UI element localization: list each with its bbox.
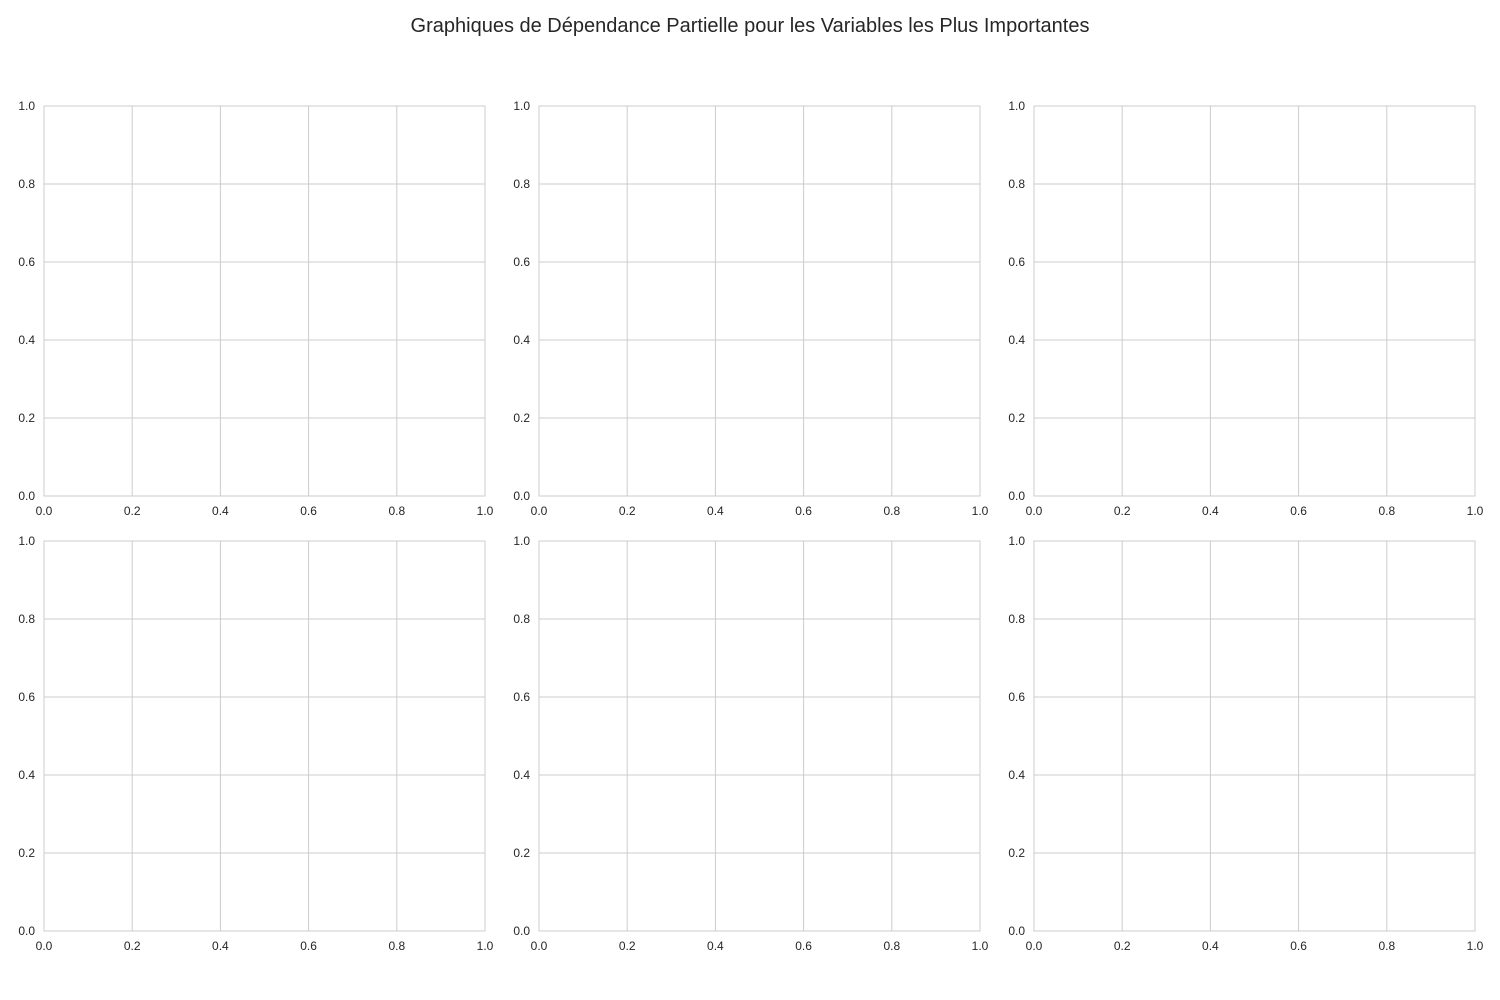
x-tick-label: 0.0 xyxy=(531,939,548,953)
y-tick-label: 0.2 xyxy=(18,411,35,425)
x-tick-label: 0.8 xyxy=(883,939,900,953)
subplot-4: 0.0 0.2 0.4 0.6 0.8 1.0 0.0 0.2 0.4 0.6 0.8 1.0 xyxy=(18,534,493,953)
x-tick-label: 0.2 xyxy=(1114,939,1131,953)
x-tick-label: 0.8 xyxy=(883,504,900,518)
subplot-1: 0.0 0.2 0.4 0.6 0.8 1.0 0.0 0.2 0.4 0.6 0.8 1.0 xyxy=(18,99,493,518)
y-tick-label: 1.0 xyxy=(513,99,530,113)
x-tick-label: 1.0 xyxy=(972,939,989,953)
y-tick-label: 0.6 xyxy=(1008,255,1025,269)
y-tick-label: 1.0 xyxy=(18,534,35,548)
y-tick-label: 0.6 xyxy=(18,255,35,269)
y-tick-label: 0.2 xyxy=(513,411,530,425)
y-tick-label: 0.8 xyxy=(513,612,530,626)
plot-area xyxy=(1034,541,1475,931)
axes-frame xyxy=(43,105,486,497)
subplot-5: 0.0 0.2 0.4 0.6 0.8 1.0 0.0 0.2 0.4 0.6 0.8 1.0 xyxy=(513,534,988,953)
x-tick-label: 0.2 xyxy=(1114,504,1131,518)
x-tick-label: 0.4 xyxy=(212,939,229,953)
y-tick-label: 0.2 xyxy=(18,846,35,860)
x-tick-label: 0.6 xyxy=(300,939,317,953)
x-tick-label: 0.0 xyxy=(1026,504,1043,518)
y-tick-label: 0.2 xyxy=(1008,411,1025,425)
x-tick-label: 0.8 xyxy=(388,504,405,518)
y-tick-label: 0.8 xyxy=(18,177,35,191)
x-tick-label: 0.4 xyxy=(212,504,229,518)
subplot-6: 0.0 0.2 0.4 0.6 0.8 1.0 0.0 0.2 0.4 0.6 0.8 1.0 xyxy=(1008,534,1483,953)
x-tick-label: 0.2 xyxy=(124,939,141,953)
y-tick-label: 0.2 xyxy=(513,846,530,860)
y-tick-label: 0.8 xyxy=(513,177,530,191)
y-tick-label: 1.0 xyxy=(513,534,530,548)
x-tick-label: 1.0 xyxy=(972,504,989,518)
y-tick-label: 0.0 xyxy=(18,489,35,503)
axes-frame xyxy=(1033,540,1476,932)
subplot-3: 0.0 0.2 0.4 0.6 0.8 1.0 0.0 0.2 0.4 0.6 0.8 1.0 xyxy=(1008,99,1483,518)
x-tick-label: 1.0 xyxy=(477,504,494,518)
plot-area xyxy=(44,541,485,931)
x-tick-label: 0.2 xyxy=(124,504,141,518)
axes-frame xyxy=(538,105,981,497)
x-tick-label: 0.6 xyxy=(300,504,317,518)
y-tick-label: 0.8 xyxy=(18,612,35,626)
x-tick-label: 0.6 xyxy=(795,504,812,518)
plot-area xyxy=(539,106,980,496)
x-tick-label: 0.4 xyxy=(707,504,724,518)
y-tick-label: 0.4 xyxy=(513,333,530,347)
x-tick-label: 0.6 xyxy=(795,939,812,953)
y-tick-label: 0.8 xyxy=(1008,177,1025,191)
x-tick-label: 1.0 xyxy=(1467,939,1484,953)
axes-frame xyxy=(1033,105,1476,497)
plot-area xyxy=(539,541,980,931)
x-tick-label: 0.4 xyxy=(1202,504,1219,518)
y-tick-label: 1.0 xyxy=(1008,99,1025,113)
x-tick-label: 0.0 xyxy=(1026,939,1043,953)
y-tick-label: 0.6 xyxy=(513,690,530,704)
y-tick-label: 0.0 xyxy=(1008,489,1025,503)
subplot-2: 0.0 0.2 0.4 0.6 0.8 1.0 0.0 0.2 0.4 0.6 0.8 1.0 xyxy=(513,99,988,518)
y-tick-label: 0.2 xyxy=(1008,846,1025,860)
x-tick-label: 0.0 xyxy=(36,504,53,518)
axes-frame xyxy=(43,540,486,932)
x-tick-label: 0.8 xyxy=(1378,939,1395,953)
y-tick-label: 0.6 xyxy=(18,690,35,704)
y-tick-label: 0.8 xyxy=(1008,612,1025,626)
plot-area xyxy=(1034,106,1475,496)
y-tick-label: 0.4 xyxy=(1008,333,1025,347)
x-tick-label: 1.0 xyxy=(1467,504,1484,518)
x-tick-label: 0.2 xyxy=(619,939,636,953)
x-tick-label: 0.6 xyxy=(1290,504,1307,518)
x-tick-label: 0.4 xyxy=(1202,939,1219,953)
y-tick-label: 0.4 xyxy=(513,768,530,782)
y-tick-label: 0.4 xyxy=(1008,768,1025,782)
x-tick-label: 0.6 xyxy=(1290,939,1307,953)
y-tick-label: 0.0 xyxy=(18,924,35,938)
plot-area xyxy=(44,106,485,496)
x-tick-label: 1.0 xyxy=(477,939,494,953)
x-tick-label: 0.0 xyxy=(531,504,548,518)
y-tick-label: 0.6 xyxy=(513,255,530,269)
y-tick-label: 1.0 xyxy=(18,99,35,113)
x-tick-label: 0.2 xyxy=(619,504,636,518)
y-tick-label: 0.0 xyxy=(513,489,530,503)
y-tick-label: 0.6 xyxy=(1008,690,1025,704)
y-tick-label: 1.0 xyxy=(1008,534,1025,548)
x-tick-label: 0.0 xyxy=(36,939,53,953)
y-tick-label: 0.0 xyxy=(513,924,530,938)
y-tick-label: 0.4 xyxy=(18,768,35,782)
x-tick-label: 0.4 xyxy=(707,939,724,953)
x-tick-label: 0.8 xyxy=(388,939,405,953)
axes-frame xyxy=(538,540,981,932)
y-tick-label: 0.4 xyxy=(18,333,35,347)
figure-title: Graphiques de Dépendance Partielle pour … xyxy=(410,15,1090,37)
x-tick-label: 0.8 xyxy=(1378,504,1395,518)
y-tick-label: 0.0 xyxy=(1008,924,1025,938)
